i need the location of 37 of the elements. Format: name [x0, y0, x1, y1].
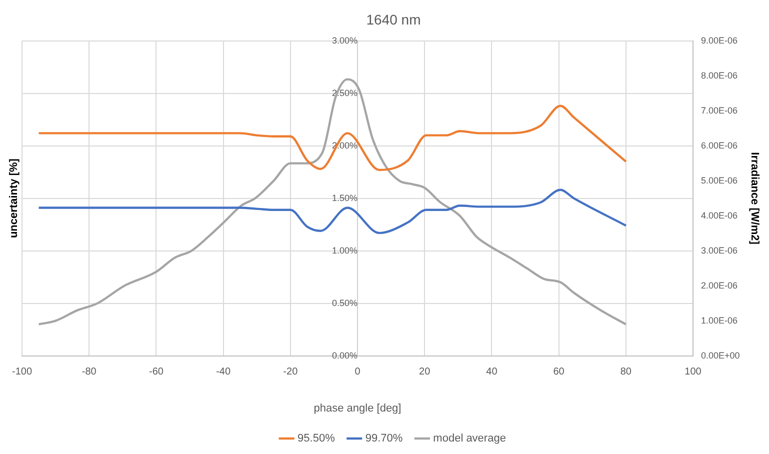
- chart-title: 1640 nm: [366, 11, 421, 28]
- legend-label: 95.50%: [298, 432, 336, 445]
- x-tick-label: 80: [620, 366, 632, 378]
- x-tick-label: -100: [12, 366, 32, 378]
- legend-label: model average: [433, 432, 506, 445]
- y2-axis-title: Irradiance [W/m2]: [748, 152, 760, 245]
- y2-tick-label: 7.00E-06: [701, 105, 738, 116]
- y2-tick-label: 1.00E-06: [701, 315, 738, 326]
- x-tick-label: 60: [553, 366, 565, 378]
- y-tick-label: 1.50%: [332, 192, 358, 203]
- y-tick-label: 3.00%: [332, 35, 358, 46]
- y2-tick-label: 9.00E-06: [701, 35, 738, 46]
- y-tick-label: 2.50%: [332, 88, 358, 98]
- line-series: [38, 104, 628, 172]
- y2-tick-label: 2.00E-06: [701, 280, 738, 290]
- y2-tick-label: 6.00E-06: [701, 140, 738, 150]
- y2-tick-label: 5.00E-06: [701, 175, 738, 186]
- x-tick-label: 100: [684, 366, 702, 378]
- y2-tick-label: 4.00E-06: [701, 210, 738, 220]
- y-tick-label: 1.00%: [332, 245, 358, 256]
- line-series: [38, 78, 628, 326]
- x-tick-label: 0: [354, 366, 361, 378]
- x-tick-label: -20: [283, 366, 298, 378]
- y2-tick-label: 0.00E+00: [701, 350, 740, 360]
- x-tick-label: 40: [486, 366, 498, 378]
- y-tick-label: 0.50%: [332, 298, 358, 308]
- y2-tick-label: 8.00E-06: [701, 70, 738, 80]
- x-tick-label: -60: [148, 366, 164, 378]
- x-axis-title: phase angle [deg]: [314, 402, 402, 414]
- x-tick-label: -80: [82, 366, 97, 378]
- y-axis-title: uncertainty [%]: [8, 158, 20, 238]
- x-tick-label: 20: [419, 366, 431, 378]
- legend-label: 99.70%: [365, 432, 403, 445]
- line-series: [38, 188, 628, 234]
- y2-tick-label: 3.00E-06: [701, 245, 738, 256]
- x-tick-label: -40: [216, 366, 231, 378]
- y-tick-label: 0.00%: [332, 350, 358, 360]
